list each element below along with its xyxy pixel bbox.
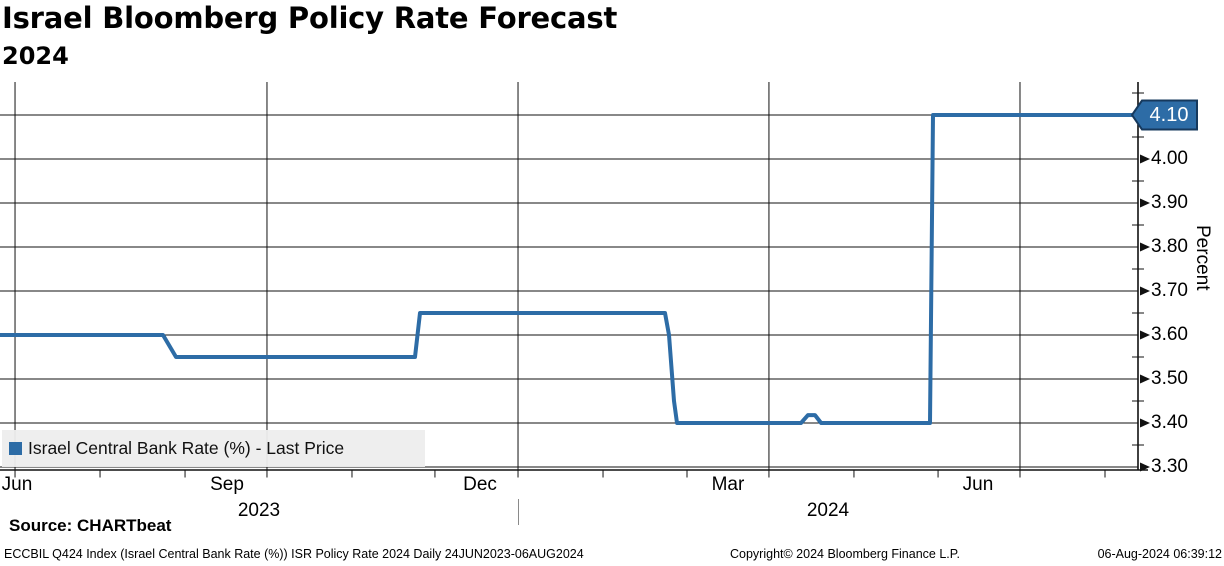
- year-separator-line: [518, 499, 520, 525]
- footer-timestamp: 06-Aug-2024 06:39:12: [1097, 547, 1222, 561]
- y-tick-arrow: [1140, 418, 1150, 428]
- page-subtitle: 2024: [2, 42, 69, 70]
- y-tick-label: 3.70: [1151, 280, 1188, 301]
- source-line: Source: CHARTbeat: [9, 516, 172, 535]
- x-tick-label: Jun: [962, 474, 994, 495]
- y-tick-arrow: [1140, 198, 1150, 208]
- last-price-badge: 4.10: [1149, 104, 1189, 126]
- y-tick-arrow: [1140, 374, 1150, 384]
- y-tick-arrow: [1140, 242, 1150, 252]
- x-tick-label: Dec: [463, 474, 497, 495]
- y-tick-label: 4.00: [1151, 148, 1188, 169]
- x-year-label: 2023: [237, 500, 281, 521]
- rate-forecast-line: [0, 113, 1138, 425]
- y-tick-label: 3.40: [1151, 412, 1188, 433]
- y-tick-label: 3.30: [1151, 456, 1188, 477]
- legend[interactable]: Israel Central Bank Rate (%) - Last Pric…: [2, 430, 425, 467]
- y-tick-arrow: [1140, 462, 1150, 472]
- x-tick-label: Mar: [711, 474, 745, 495]
- y-axis-title: Percent: [1192, 225, 1213, 291]
- legend-marker-swatch: [9, 442, 22, 455]
- y-tick-label: 3.80: [1151, 236, 1188, 257]
- y-tick-arrow: [1140, 330, 1150, 340]
- legend-item-label: Israel Central Bank Rate (%) - Last Pric…: [28, 438, 345, 458]
- x-year-label: 2024: [806, 500, 850, 521]
- footer-security-description: ECCBIL Q424 Index (Israel Central Bank R…: [4, 547, 584, 561]
- y-tick-label: 3.90: [1151, 192, 1188, 213]
- y-tick-arrow: [1140, 154, 1150, 164]
- last-price-badge-shape: [1130, 99, 1198, 131]
- x-tick-label: Jun: [1, 474, 33, 495]
- y-tick-label: 3.60: [1151, 324, 1188, 345]
- page-title: Israel Bloomberg Policy Rate Forecast: [2, 1, 618, 35]
- y-tick-arrow: [1140, 286, 1150, 296]
- footer-copyright: Copyright© 2024 Bloomberg Finance L.P.: [730, 547, 960, 561]
- y-tick-label: 3.50: [1151, 368, 1188, 389]
- x-tick-label: Sep: [210, 474, 244, 495]
